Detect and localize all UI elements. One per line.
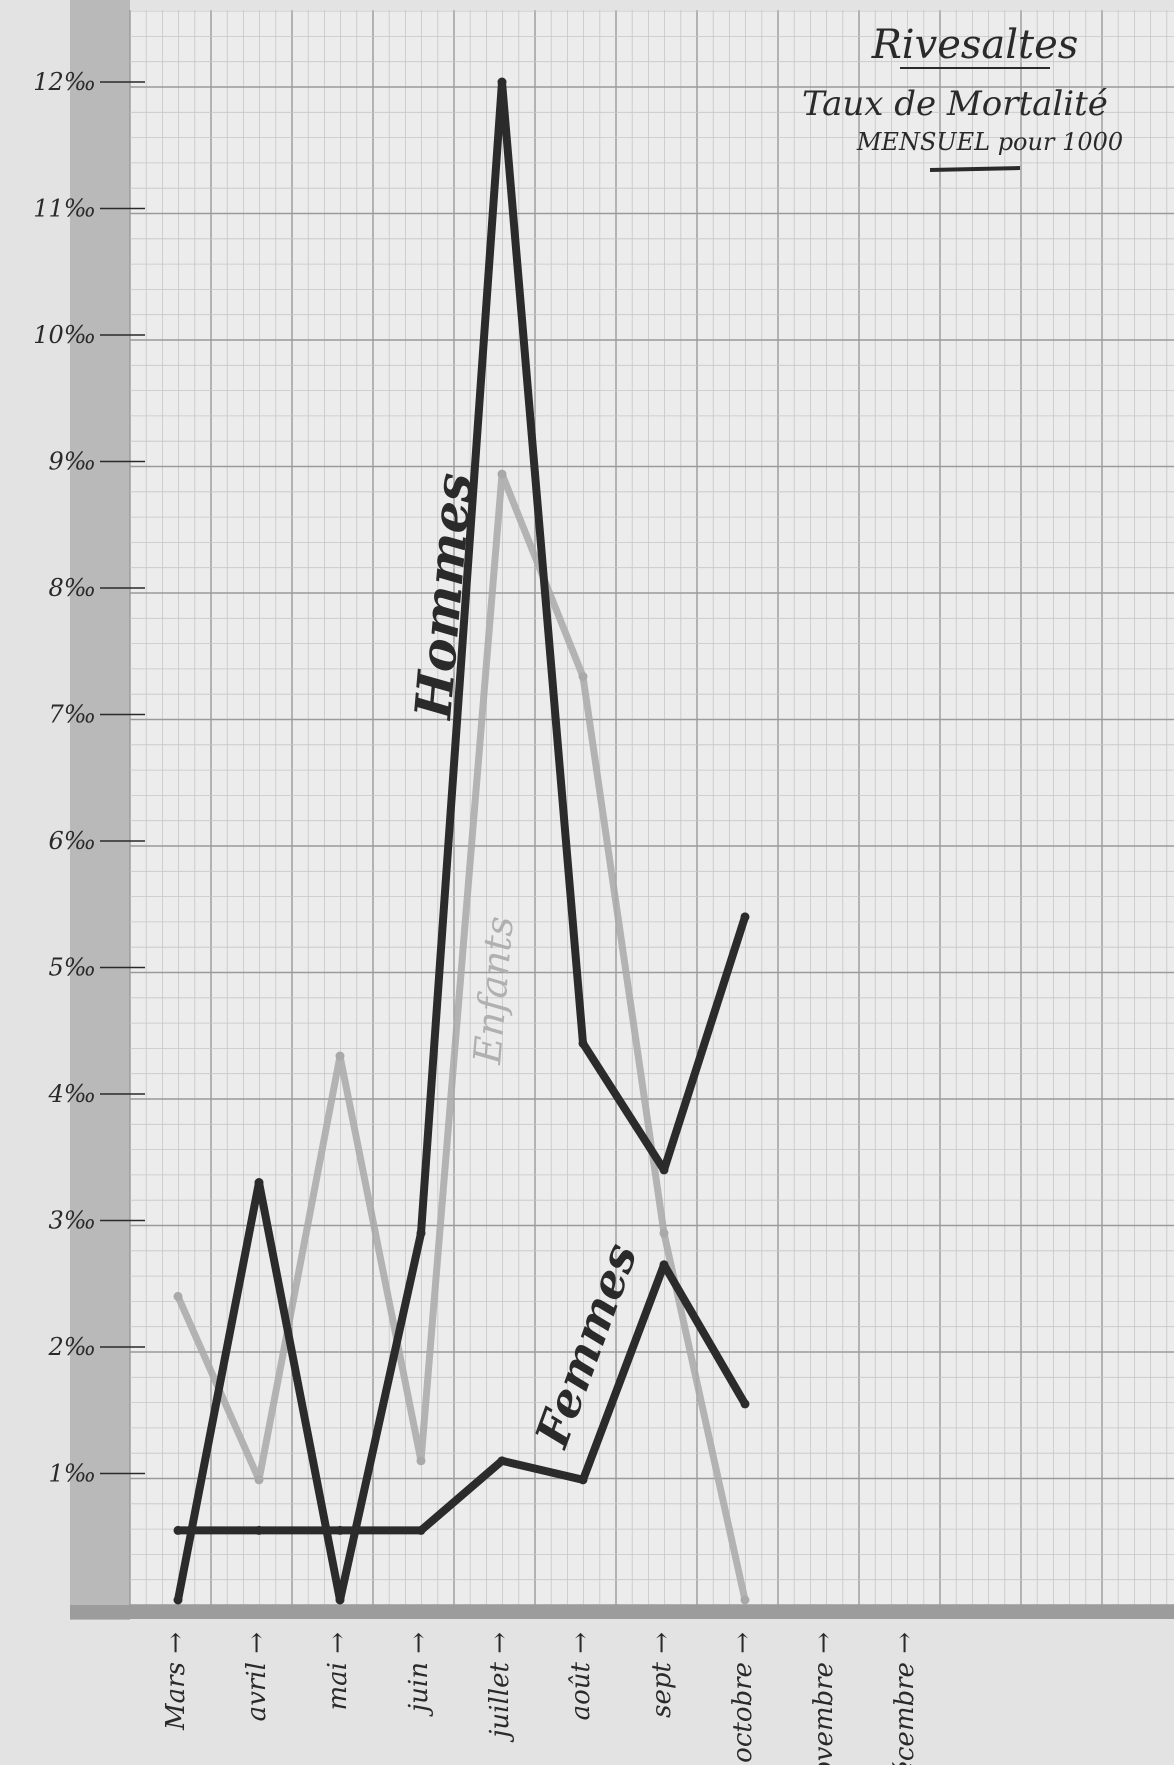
data-point-hommes <box>659 1165 669 1175</box>
data-point-hommes <box>497 77 507 87</box>
series-line-enfants <box>174 470 749 1604</box>
data-point-femmes <box>659 1260 669 1270</box>
x-tick-label: juin → <box>404 1632 434 1717</box>
data-point-femmes <box>497 1456 507 1466</box>
y-tick-label: 2‰ <box>48 1333 96 1361</box>
data-point-enfants <box>416 1456 426 1466</box>
data-point-enfants <box>740 1595 750 1605</box>
y-tick-label: 5‰ <box>49 954 96 982</box>
data-point-femmes <box>416 1525 426 1535</box>
y-tick-label: 8‰ <box>49 574 96 602</box>
x-tick-label: Mars → <box>161 1632 191 1731</box>
data-point-hommes <box>335 1595 345 1605</box>
x-tick-label: août → <box>566 1632 596 1720</box>
data-point-hommes <box>173 1595 183 1605</box>
series-line-hommes <box>174 78 749 1604</box>
x-tick-label: novembre → <box>809 1632 839 1765</box>
y-tick-label: 4‰ <box>48 1080 96 1108</box>
data-point-femmes <box>740 1399 750 1409</box>
plot-area <box>130 10 1174 1605</box>
data-point-enfants <box>578 672 588 682</box>
series-lines <box>173 77 750 1605</box>
y-tick-label: 12‰ <box>33 68 96 96</box>
y-tick-label: 1‰ <box>49 1460 96 1488</box>
y-axis-ticks: 1‰ 2‰ 3‰ 4‰ 5‰ 6‰ 7‰ 8‰ 9‰ 10‰ 11‰ 12‰ <box>33 68 145 1488</box>
x-tick-label: décembre → <box>890 1632 920 1765</box>
data-point-hommes <box>254 1178 264 1188</box>
x-tick-label: sept → <box>647 1632 677 1718</box>
y-tick-label: 6‰ <box>49 827 96 855</box>
x-tick-label: juillet → <box>485 1632 515 1743</box>
grid <box>129 10 1174 1606</box>
chart-subtitle: Taux de Mortalité <box>802 84 1108 124</box>
x-tick-label: mai → <box>323 1632 353 1711</box>
y-tick-label: 10‰ <box>33 321 96 349</box>
data-point-femmes <box>578 1475 588 1485</box>
data-point-hommes <box>740 912 750 922</box>
data-point-femmes <box>173 1525 183 1535</box>
subtitle-underline <box>929 166 1021 172</box>
x-axis-labels: Mars → avril → mai → juin → juillet → août → s… <box>161 1632 920 1765</box>
data-point-enfants <box>335 1051 345 1061</box>
data-point-enfants <box>254 1475 264 1485</box>
x-tick-label: avril → <box>242 1632 272 1721</box>
series-line-femmes <box>174 1260 749 1535</box>
x-tick-label: octobre → <box>728 1632 758 1763</box>
data-point-enfants <box>659 1228 669 1238</box>
y-tick-label: 7‰ <box>49 701 96 729</box>
data-point-enfants <box>173 1291 183 1301</box>
chart-subtitle-2: MENSUEL pour 1000 <box>856 128 1123 156</box>
data-point-femmes <box>335 1525 345 1535</box>
left-shadow-band <box>70 0 130 1620</box>
bottom-axis-band <box>70 1605 1174 1619</box>
y-tick-label: 3‰ <box>49 1207 96 1235</box>
title-block: Rivesaltes Taux de Mortalité MENSUEL pou… <box>802 22 1123 172</box>
data-point-enfants <box>497 469 507 479</box>
y-tick-label: 11‰ <box>33 195 96 223</box>
data-point-hommes <box>416 1228 426 1238</box>
data-point-femmes <box>254 1525 264 1535</box>
chart-title: Rivesaltes <box>871 22 1079 68</box>
data-point-hommes <box>578 1038 588 1048</box>
y-tick-label: 9‰ <box>49 448 96 476</box>
